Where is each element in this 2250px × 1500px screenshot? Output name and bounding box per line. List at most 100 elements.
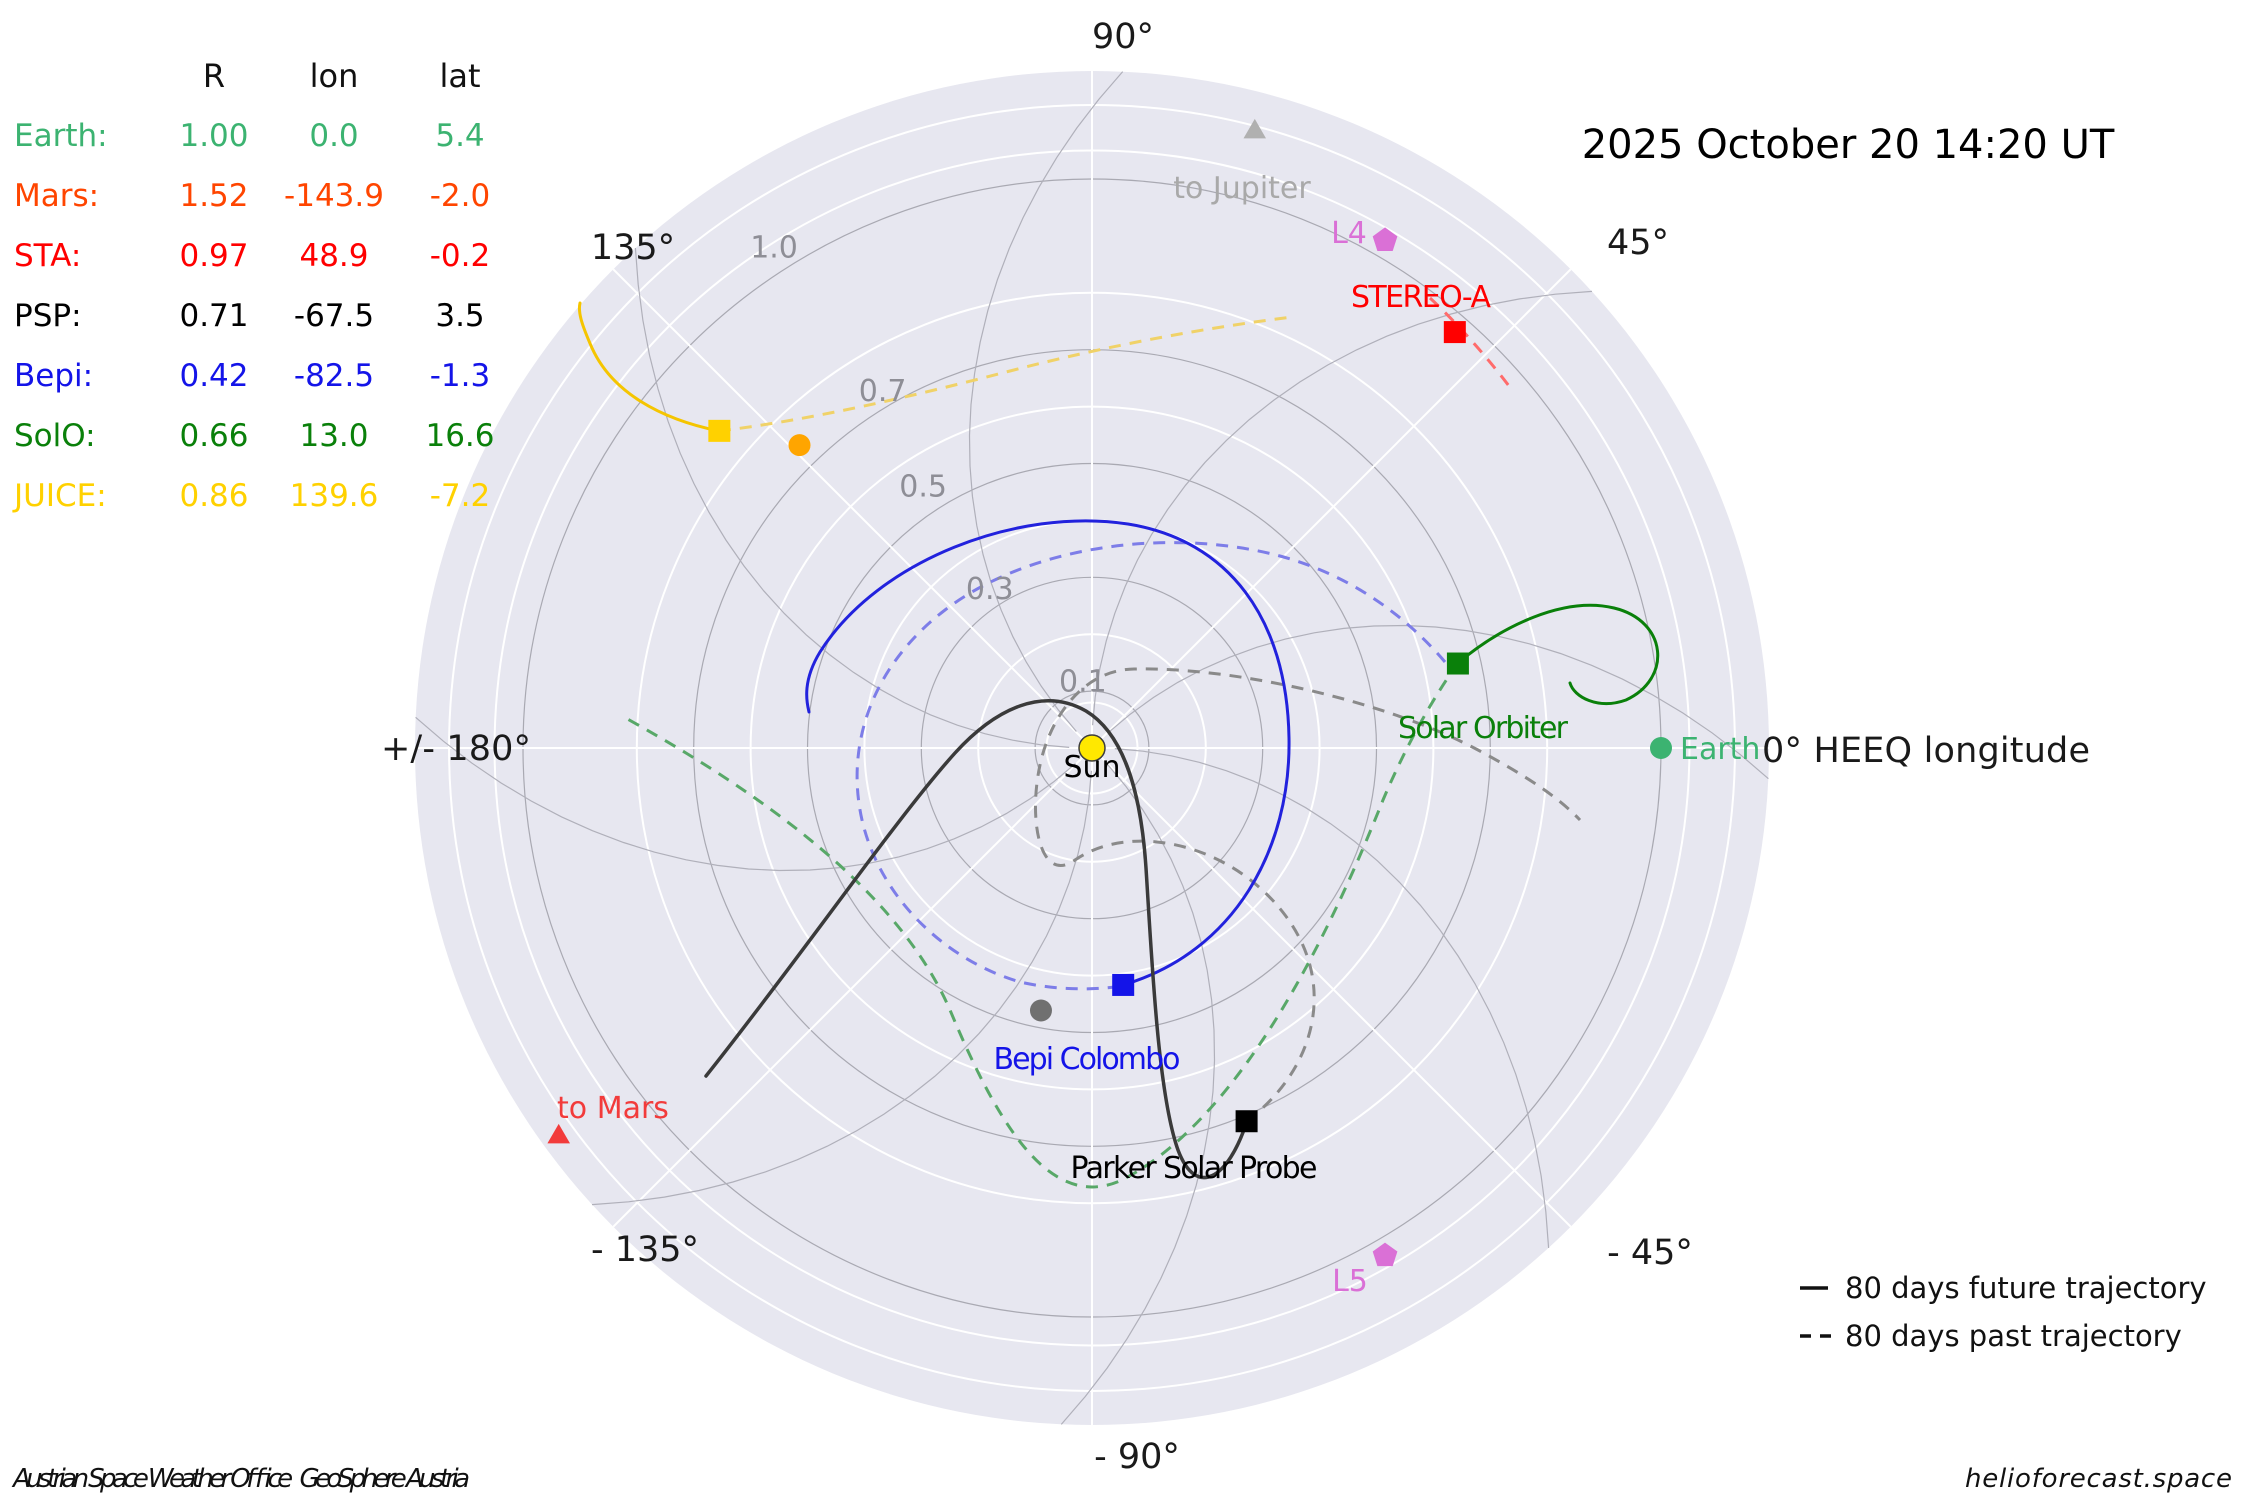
row-label: SolO:	[14, 418, 96, 454]
r-tick-label: 1.0	[750, 230, 798, 265]
r-tick-label: 0.3	[966, 572, 1014, 607]
sun-marker	[1078, 734, 1106, 762]
r-tick-label: 0.1	[1059, 665, 1107, 700]
psp-past-trajectory	[1034, 667, 1582, 1123]
table-header-row: R lon lat	[14, 46, 516, 106]
parker-spiral	[1092, 290, 1593, 726]
l5-label: L5	[1332, 1264, 1368, 1299]
mercury-marker	[1029, 999, 1052, 1022]
row-label: Mars:	[14, 178, 100, 214]
bepi-colombo-label: Bepi Colombo	[994, 1042, 1181, 1077]
stereo-a-marker	[1443, 321, 1466, 344]
to-mars-label: to Mars	[557, 1091, 669, 1126]
angle-label-0-heeq: 0° HEEQ longitude	[1762, 731, 2090, 771]
l4-marker	[1372, 227, 1398, 251]
table-row-earth: Earth: 1.00 0.0 5.4	[14, 106, 516, 166]
row-label: STA:	[14, 238, 82, 274]
l4-label: L4	[1331, 216, 1367, 251]
legend-past-label: 80 days past trajectory	[1845, 1319, 2182, 1353]
cell-lon: 13.0	[299, 418, 369, 454]
r-tick-label: 0.7	[859, 374, 907, 409]
trajectory-legend: 80 days future trajectory 80 days past t…	[1800, 1271, 2207, 1353]
parker-spiral	[415, 716, 1076, 872]
to-jupiter-marker	[1243, 118, 1266, 139]
cell-lon: -143.9	[284, 178, 384, 214]
parker-spiral-gridlines	[415, 71, 1769, 1425]
juice-future-trajectory	[577, 301, 721, 433]
cell-lon: 48.9	[299, 238, 369, 274]
table-row-sta: STA: 0.97 48.9 -0.2	[14, 226, 516, 286]
table-row-mars: Mars: 1.52 -143.9 -2.0	[14, 166, 516, 226]
row-label: PSP:	[14, 298, 82, 334]
parker-spiral	[634, 247, 1070, 748]
cell-lon: -67.5	[293, 298, 375, 334]
table-row-psp: PSP: 0.71 -67.5 3.5	[14, 286, 516, 346]
angle-label-minus135: - 135°	[591, 1230, 699, 1270]
trajectories	[577, 296, 1660, 1189]
grid-spokes	[414, 70, 1770, 1426]
angle-label-135: 135°	[591, 228, 675, 268]
cell-lat: 3.5	[435, 298, 485, 334]
solo-past-trajectory	[621, 662, 1460, 1189]
row-label: Bepi:	[14, 358, 94, 394]
angle-label-90: 90°	[1092, 17, 1154, 57]
bepi-future-trajectory	[805, 519, 1291, 987]
row-label: Earth:	[14, 118, 108, 154]
cell-lat: 16.6	[425, 418, 495, 454]
venus-marker	[788, 434, 811, 457]
juice-marker	[708, 419, 731, 442]
plot-title: 2025 October 20 14:20 UT	[1582, 122, 2115, 168]
psp-future-trajectory	[704, 699, 1249, 1180]
cell-r: 0.66	[179, 418, 249, 454]
footer-credit: Austrian Space Weather Office GeoSphere …	[11, 1464, 470, 1494]
angle-label-pm180: +/- 180°	[381, 729, 531, 769]
cell-lon: 0.0	[309, 118, 359, 154]
cell-lat: -2.0	[429, 178, 491, 214]
parker-spiral	[968, 71, 1124, 732]
earth-marker	[1650, 737, 1672, 759]
parker-solar-probe-label: Parker Solar Probe	[1071, 1151, 1318, 1186]
cell-lat: -7.2	[429, 478, 491, 514]
cell-lon: -82.5	[293, 358, 375, 394]
r-tick-labels: 0.1 0.3 0.5 0.7 1.0	[750, 230, 1107, 699]
bepi-marker	[1112, 973, 1135, 996]
l5-marker	[1372, 1242, 1398, 1267]
table-row-juice: JUICE: 0.86 139.6 -7.2	[14, 466, 516, 526]
cell-lat: -0.2	[429, 238, 491, 274]
cell-lat: -1.3	[429, 358, 491, 394]
stereo-a-past-trajectory	[1428, 296, 1514, 391]
header-lon: lon	[309, 57, 359, 95]
header-lat: lat	[439, 57, 481, 95]
psp-marker	[1235, 1110, 1258, 1133]
spoke-line	[1099, 755, 1572, 1228]
parker-spiral	[1114, 748, 1550, 1249]
to-jupiter-label: to Jupiter	[1173, 171, 1311, 206]
position-table: R lon lat Earth: 1.00 0.0 5.4 Mars: 1.52…	[14, 46, 516, 526]
earth-label: Earth	[1680, 732, 1760, 767]
cell-r: 1.52	[179, 178, 249, 214]
parker-spiral	[1060, 764, 1216, 1425]
parker-spiral	[591, 770, 1092, 1206]
spoke-line	[612, 755, 1085, 1228]
table-row-solo: SolO: 0.66 13.0 16.6	[14, 406, 516, 466]
row-label: JUICE:	[14, 478, 107, 514]
angle-label-minus90: - 90°	[1094, 1437, 1180, 1477]
juice-past-trajectory	[718, 315, 1293, 433]
angle-label-minus45: - 45°	[1607, 1233, 1693, 1273]
stereo-a-label: STEREO-A	[1351, 280, 1491, 315]
to-mars-marker	[547, 1123, 570, 1144]
legend-future-label: 80 days future trajectory	[1845, 1271, 2207, 1305]
cell-lon: 139.6	[289, 478, 379, 514]
table-row-bepi: Bepi: 0.42 -82.5 -1.3	[14, 346, 516, 406]
cell-r: 0.71	[179, 298, 249, 334]
cell-r: 0.42	[179, 358, 249, 394]
body-markers	[547, 118, 1672, 1267]
bepi-past-trajectory	[855, 541, 1447, 991]
solo-marker	[1446, 652, 1469, 675]
r-tick-label: 0.5	[899, 469, 947, 504]
cell-r: 1.00	[179, 118, 249, 154]
solo-future-trajectory	[1456, 603, 1660, 705]
footer-website: helioforecast.space	[1965, 1464, 2232, 1494]
